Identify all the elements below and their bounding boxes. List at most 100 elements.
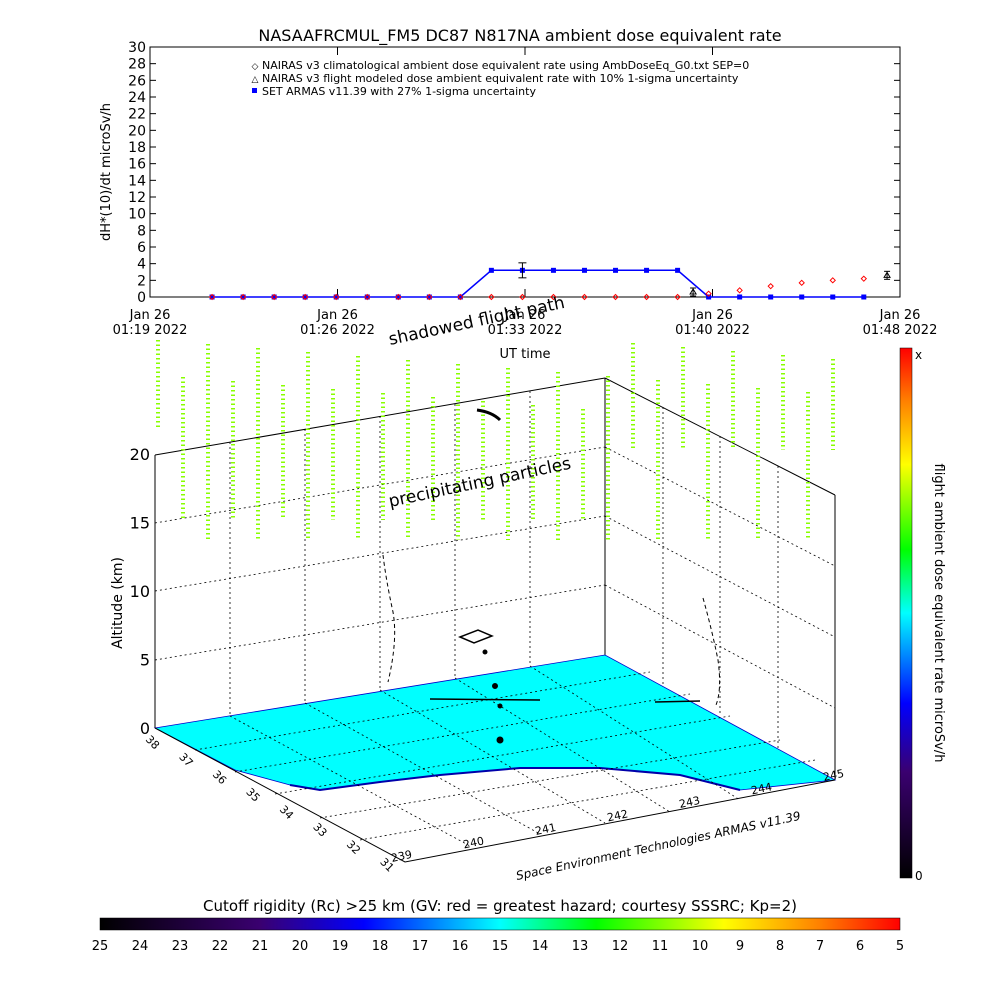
rigidity-colorbar-scale	[99, 917, 901, 931]
climatological-point	[798, 279, 805, 287]
longitude-tick-label: 240	[462, 834, 485, 851]
series-climatological	[208, 275, 868, 301]
armas-point	[488, 267, 494, 273]
rigidity-tick-label: 13	[572, 939, 589, 954]
y-tick-label: 8	[137, 223, 146, 239]
armas-point	[209, 294, 215, 300]
altitude-tick-label: 15	[130, 514, 150, 533]
y-tick-label: 14	[128, 173, 146, 189]
armas-point	[395, 294, 401, 300]
climatological-point	[550, 293, 557, 301]
armas-point	[240, 294, 246, 300]
longitude-tick-label: 244	[750, 780, 773, 797]
armas-point	[861, 294, 867, 300]
climatological-point	[643, 293, 650, 301]
dose-colorbar: x 0 flight ambient dose equivalent rate …	[899, 347, 946, 883]
x-tick-label-time: 01:26 2022	[300, 323, 375, 338]
armas-point	[737, 294, 743, 300]
altitude-tick-label: 5	[140, 651, 150, 670]
climatological-point	[457, 293, 464, 301]
climatological-point	[581, 293, 588, 301]
legend-entry-modeled: NAIRAS v3 flight modeled dose ambient eq…	[262, 72, 739, 85]
rigidity-colorbar-ticks: 25 24 23 22 21 20 19 18 17 16 15 14 13 12 11 10 9 8 7 6 5	[92, 939, 904, 954]
longitude-tick-label: 245	[822, 767, 845, 784]
legend-entry-armas: SET ARMAS v11.39 with 27% 1-sigma uncert…	[262, 85, 536, 98]
y-axis-label: dH*(10)/dt microSv/h	[99, 103, 114, 241]
climatological-point	[519, 293, 526, 301]
rigidity-tick-label: 6	[856, 939, 864, 954]
y-tick-label: 2	[137, 273, 146, 289]
y-tick-label: 24	[128, 90, 146, 106]
altitude-tick-label: 10	[130, 582, 150, 601]
climatological-point	[426, 293, 433, 301]
longitude-tick-label: 241	[534, 821, 557, 838]
rigidity-tick-label: 14	[532, 939, 549, 954]
armas-point	[550, 267, 556, 273]
rigidity-tick-label: 20	[292, 939, 309, 954]
rigidity-tick-label: 16	[452, 939, 469, 954]
climatological-point	[612, 293, 619, 301]
rigidity-tick-label: 24	[132, 939, 149, 954]
latitude-tick-label: 37	[176, 750, 195, 769]
armas-point	[706, 294, 712, 300]
precipitating-particles	[156, 340, 835, 540]
y-tick-label: 12	[128, 190, 146, 206]
rigidity-tick-label: 23	[172, 939, 189, 954]
longitude-ticks: 239 240 241 242 243 244 245	[390, 767, 845, 865]
dose-colorbar-top-label: x	[915, 348, 922, 362]
x-tick-label-time: 01:19 2022	[113, 323, 188, 338]
rigidity-colorbar: Cutoff rigidity (Rc) >25 km (GV: red = g…	[92, 897, 904, 954]
rigidity-tick-label: 10	[692, 939, 709, 954]
y-tick-label: 20	[128, 123, 146, 139]
rigidity-tick-label: 9	[736, 939, 744, 954]
climatological-point	[829, 277, 836, 284]
x-tick-label-day: Jan 26	[129, 308, 171, 323]
climatological-point	[270, 293, 278, 301]
armas-point	[302, 294, 308, 300]
y-tick-label: 30	[128, 40, 146, 56]
latitude-tick-label: 34	[277, 803, 296, 822]
dose-colorbar-scale	[899, 347, 913, 879]
climatological-point	[705, 290, 712, 297]
rigidity-tick-label: 17	[412, 939, 429, 954]
coastline	[289, 767, 741, 792]
x-tick-label-time: 01:48 2022	[863, 323, 938, 338]
latitude-tick-label: 33	[310, 820, 329, 839]
armas-point	[364, 294, 370, 300]
x-tick-label-time: 01:40 2022	[675, 323, 750, 338]
armas-point	[426, 294, 432, 300]
latitude-tick-label: 32	[344, 838, 363, 857]
climatological-point	[736, 287, 743, 294]
y-tick-label: 10	[128, 207, 146, 223]
y-tick-label: 16	[128, 157, 146, 173]
rigidity-tick-label: 5	[896, 939, 904, 954]
rigidity-tick-label: 22	[212, 939, 229, 954]
legend-marker-modeled: △	[252, 75, 259, 85]
x-axis-label: UT time	[500, 347, 551, 362]
rigidity-tick-label: 11	[652, 939, 669, 954]
legend-marker-climatological: ◇	[252, 62, 259, 72]
climatological-point	[208, 293, 216, 301]
armas-point	[830, 294, 836, 300]
altitude-tick-label: 20	[130, 445, 150, 464]
legend: ◇ NAIRAS v3 climatological ambient dose …	[252, 59, 750, 98]
x-tick-label-day: Jan 26	[879, 308, 921, 323]
longitude-tick-label: 243	[678, 794, 701, 811]
legend-marker-armas	[252, 88, 257, 93]
chart-title: NASAAFRCMUL_FM5 DC87 N817NA ambient dose…	[258, 26, 781, 46]
armas-point	[768, 294, 774, 300]
x-tick-label-time: 01:33 2022	[488, 323, 563, 338]
climatological-point	[860, 275, 868, 282]
credit-label: Space Environment Technologies ARMAS v11…	[515, 809, 802, 883]
wall-grid	[154, 391, 836, 748]
dose-colorbar-label: flight ambient dose equivalent rate micr…	[931, 464, 946, 763]
armas-point	[613, 267, 619, 273]
dose-rate-chart: NASAAFRCMUL_FM5 DC87 N817NA ambient dose…	[99, 26, 937, 362]
rigidity-tick-label: 15	[492, 939, 509, 954]
altitude-tick-label: 0	[140, 719, 150, 738]
legend-entry-climatological: NAIRAS v3 climatological ambient dose eq…	[262, 59, 749, 72]
x-tick-label-day: Jan 26	[691, 308, 733, 323]
armas-point	[675, 267, 681, 273]
